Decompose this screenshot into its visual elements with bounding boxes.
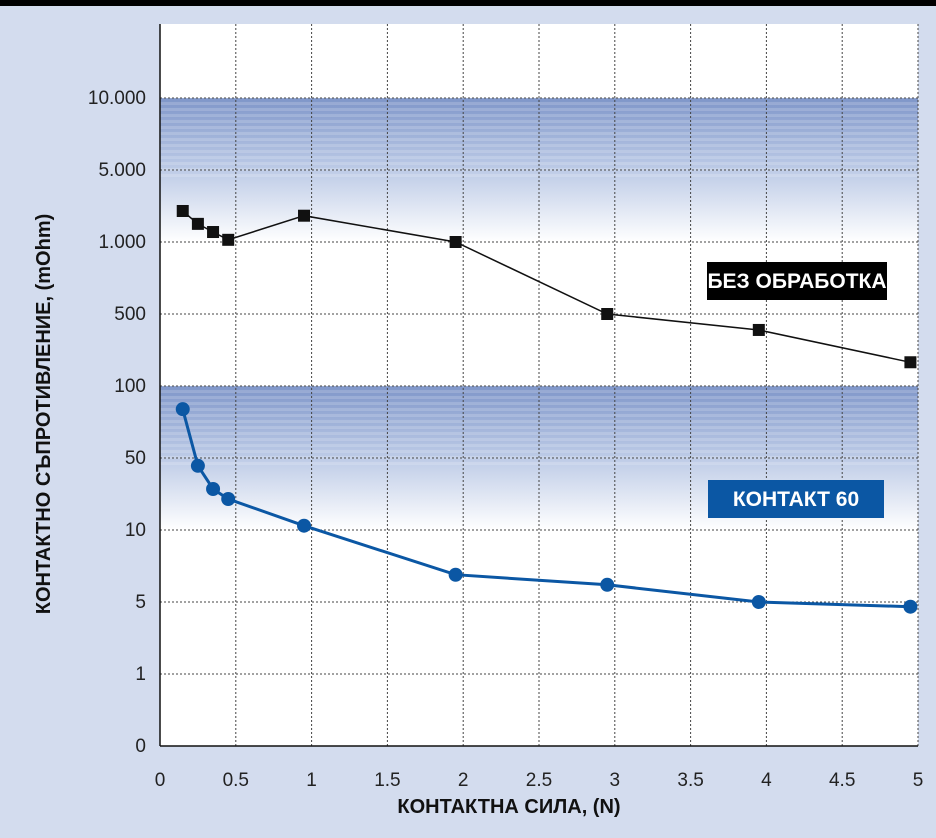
x-tick-label: 1.5 [374,770,400,791]
series [175,204,918,614]
series-point [297,518,312,533]
y-axis-title: КОНТАКТНО СЪПРОТИВЛЕНИЕ, (mOhm) [33,214,55,615]
series-point [903,599,918,614]
label-bez-obrabotka: БЕЗ ОБРАБОТКА [707,262,887,300]
x-tick-labels: 0 0.5 1 1.5 2 2.5 3 3.5 4 4.5 5 [155,770,924,791]
x-tick-label: 3 [610,770,621,791]
grid-lines [160,24,919,746]
y-tick-label: 1 [135,664,146,685]
x-tick-label: 5 [913,770,924,791]
y-tick-label: 5 [135,592,146,613]
series-point [600,577,615,592]
y-tick-label: 0 [135,736,146,757]
series-point [221,491,236,506]
label-kontakt-60-text: КОНТАКТ 60 [733,488,859,511]
label-kontakt-60: КОНТАКТ 60 [708,480,884,518]
x-tick-label: 1 [306,770,317,791]
series-point [904,356,917,369]
series-point [601,308,614,320]
x-tick-label: 4.5 [829,770,855,791]
series-point [222,233,235,246]
series-point [449,236,462,248]
x-tick-label: 0 [155,770,166,791]
header-bar [0,0,936,6]
x-tick-label: 3.5 [677,770,703,791]
series-point [298,209,311,222]
x-axis-title: КОНТАКТНА СИЛА, (N) [397,796,620,818]
y-tick-label: 500 [114,304,146,325]
y-tick-label: 10 [125,520,146,541]
series-point [191,217,204,230]
y-tick-label: 50 [125,448,146,469]
series-point [448,567,463,582]
label-kontakt-60-box [708,480,884,518]
y-tick-label: 10.000 [88,88,146,109]
series-point [175,402,190,417]
series-point [176,204,189,217]
label-bez-obrabotka-box [707,262,887,300]
y-tick-label: 1.000 [98,232,146,253]
series-point [752,323,765,336]
y-tick-labels: 0 1 5 10 50 100 500 1.000 5.000 10.000 [88,88,146,757]
x-tick-label: 2.5 [526,770,552,791]
series-point [190,458,205,473]
x-tick-label: 2 [458,770,469,791]
series-point [751,595,766,609]
series-point [206,482,221,497]
y-tick-label: 100 [114,376,146,397]
y-tick-label: 5.000 [98,160,146,181]
series-point [207,226,220,239]
label-bez-obrabotka-text: БЕЗ ОБРАБОТКА [707,270,886,293]
x-tick-label: 4 [761,770,772,791]
x-tick-label: 0.5 [223,770,249,791]
